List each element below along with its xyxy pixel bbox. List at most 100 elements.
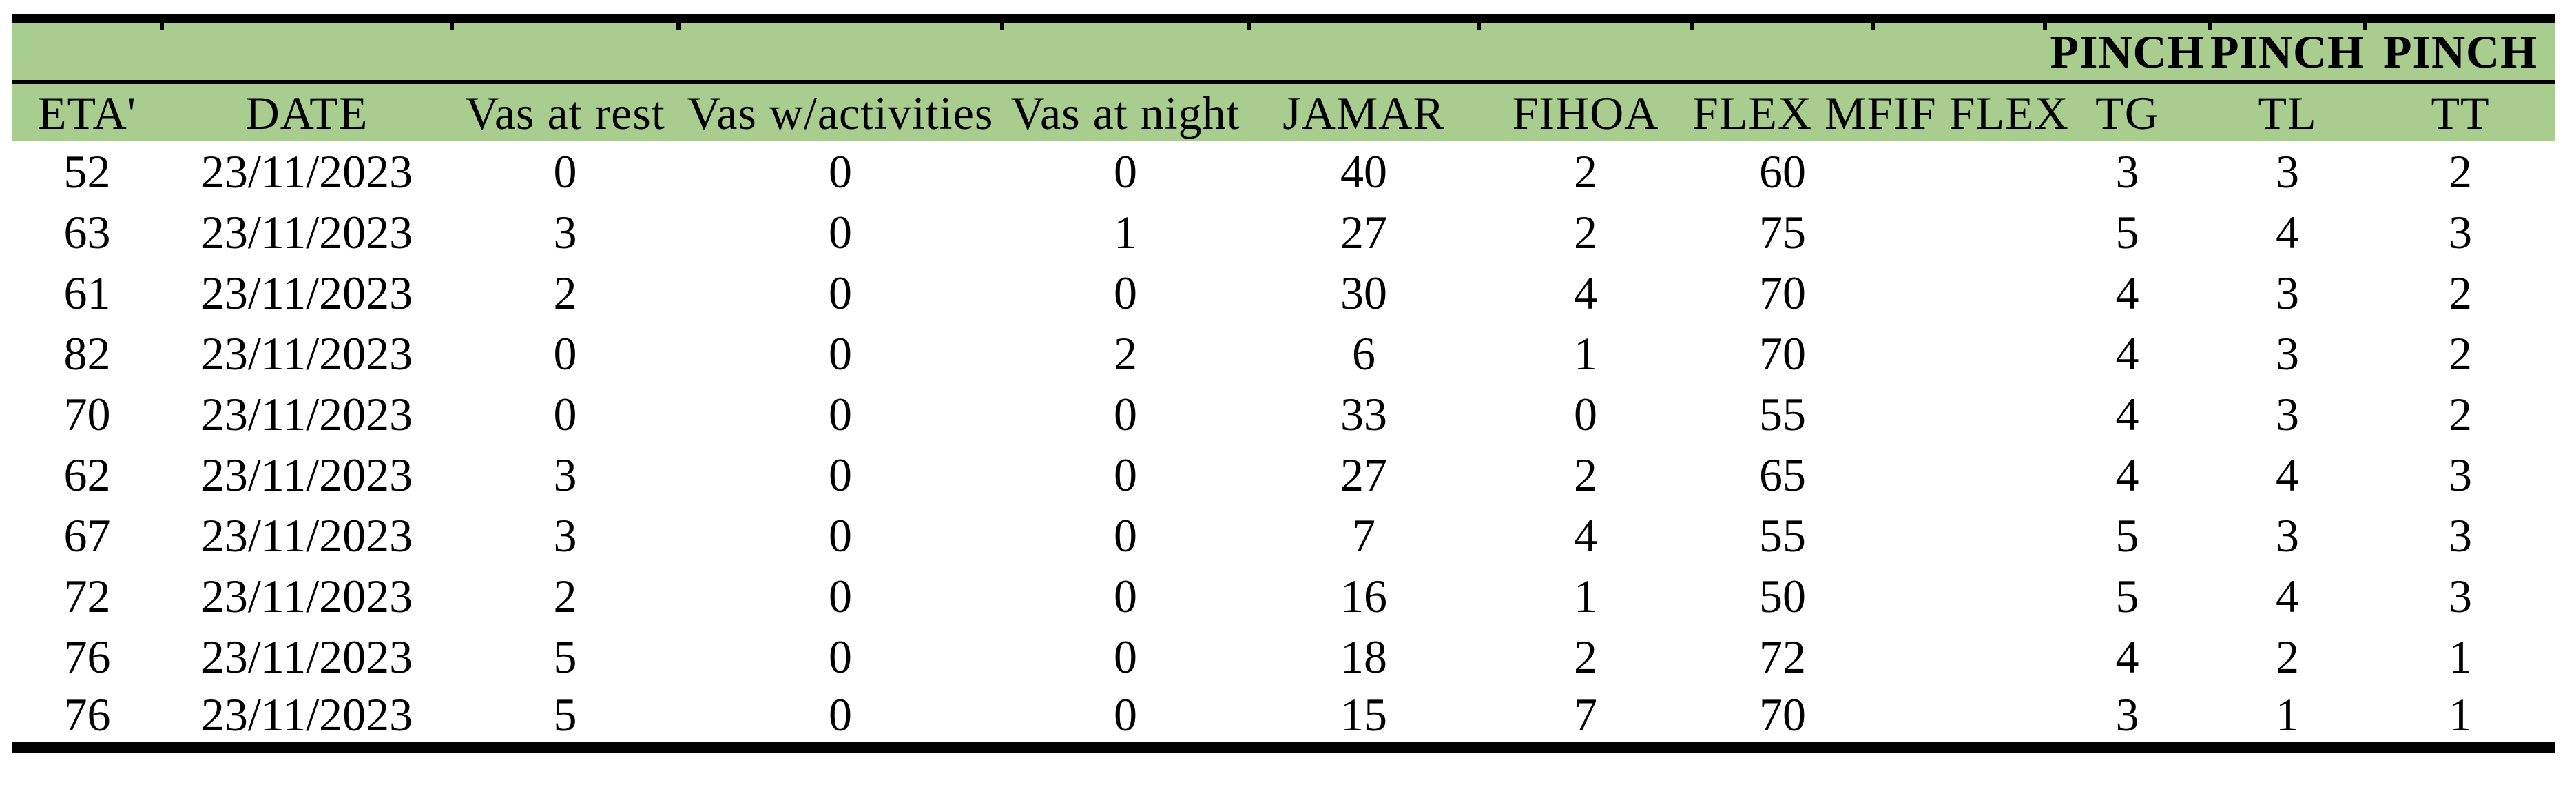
cell-vas_rest: 0 [553, 145, 577, 198]
column-header-vas_night: Vas at night [1010, 86, 1240, 139]
cell-vas_night: 0 [1114, 267, 1137, 319]
cell-vas_rest: 0 [553, 388, 577, 440]
column-boundary-tick [1477, 23, 1481, 30]
cell-flex-filler [1873, 687, 2045, 748]
table-row: 76 23/11/2023 5 0 0 15 7 70 3 1 1 [12, 687, 2555, 748]
table-row: 67 23/11/2023 3 0 0 7 4 55 5 3 3 [12, 505, 2555, 566]
cell-vas_night: 0 [1114, 570, 1137, 622]
column-header-vas_rest: Vas at rest [465, 86, 665, 139]
cell-flex-filler [1873, 626, 2045, 687]
cell-date: 23/11/2023 [200, 509, 413, 562]
cell-vas_night: 0 [1114, 688, 1137, 741]
cell-vas_night: 0 [1114, 449, 1137, 501]
cell-tg: 5 [2115, 570, 2139, 622]
cell-fihoa: 2 [1574, 631, 1597, 683]
table-row: 63 23/11/2023 3 0 1 27 2 75 5 4 3 [12, 202, 2555, 263]
table-row: 72 23/11/2023 2 0 0 16 1 50 5 4 3 [12, 566, 2555, 626]
cell-jamar: 27 [1340, 449, 1387, 501]
cell-vas_rest: 2 [553, 267, 577, 319]
cell-fihoa: 2 [1574, 145, 1597, 198]
column-boundary-tick [1690, 23, 1694, 30]
cell-eta: 76 [63, 688, 111, 741]
cell-vas_act: 0 [829, 206, 852, 258]
cell-tl: 3 [2276, 267, 2299, 319]
cell-tg: 5 [2115, 206, 2139, 258]
pinch-group-label-0: PINCH [2045, 19, 2210, 84]
cell-flex-filler [1873, 263, 2045, 323]
column-boundary-tick [160, 23, 164, 30]
cell-vas_rest: 5 [553, 688, 577, 741]
cell-tg: 4 [2115, 631, 2139, 683]
cell-flex: 55 [1759, 388, 1806, 440]
column-header-tt: TT [2431, 86, 2490, 139]
cell-vas_act: 0 [829, 388, 852, 440]
cell-jamar: 16 [1340, 570, 1387, 622]
cell-flex-filler [1873, 444, 2045, 505]
clinical-results-table: PINCH PINCH PINCH ETA' DATE Vas at rest Vas w… [12, 14, 2555, 753]
cell-flex: 70 [1759, 688, 1806, 741]
cell-tg: 4 [2115, 327, 2139, 380]
column-header-jamar: JAMAR [1282, 86, 1445, 139]
column-header-flex: FLEX MFIF FLEX [1692, 86, 2069, 139]
cell-vas_night: 1 [1114, 206, 1137, 258]
cell-vas_act: 0 [829, 145, 852, 198]
cell-vas_act: 0 [829, 267, 852, 319]
cell-fihoa: 4 [1574, 509, 1597, 562]
cell-tl: 4 [2276, 206, 2299, 258]
column-boundary-tick [2363, 23, 2367, 30]
cell-flex-filler [1873, 505, 2045, 566]
cell-date: 23/11/2023 [200, 388, 413, 440]
column-header-tg: TG [2095, 86, 2159, 139]
column-header-date: DATE [245, 86, 368, 139]
cell-date: 23/11/2023 [200, 631, 413, 683]
cell-fihoa: 0 [1574, 388, 1597, 440]
column-boundary-tick [450, 23, 454, 30]
cell-date: 23/11/2023 [200, 570, 413, 622]
column-header-row: ETA' DATE Vas at rest Vas w/activities Vas a… [12, 82, 2555, 141]
cell-jamar: 40 [1340, 145, 1387, 198]
cell-vas_night: 0 [1114, 509, 1137, 562]
column-header-tl: TL [2258, 86, 2317, 139]
cell-flex-filler [1873, 384, 2045, 444]
cell-tl: 3 [2276, 327, 2299, 380]
cell-flex-filler [1873, 566, 2045, 626]
cell-flex-filler [1873, 323, 2045, 384]
cell-jamar: 7 [1352, 509, 1375, 562]
cell-jamar: 18 [1340, 631, 1387, 683]
cell-fihoa: 2 [1574, 449, 1597, 501]
cell-vas_night: 0 [1114, 145, 1137, 198]
cell-tt: 2 [2449, 145, 2472, 198]
cell-jamar: 15 [1340, 688, 1387, 741]
cell-flex: 55 [1759, 509, 1806, 562]
cell-vas_act: 0 [829, 631, 852, 683]
column-boundary-tick [676, 23, 681, 30]
cell-flex: 72 [1759, 631, 1806, 683]
cell-fihoa: 1 [1574, 327, 1597, 380]
cell-flex: 70 [1759, 327, 1806, 380]
cell-tt: 3 [2449, 570, 2472, 622]
cell-vas_act: 0 [829, 449, 852, 501]
cell-vas_night: 0 [1114, 631, 1137, 683]
cell-vas_night: 0 [1114, 388, 1137, 440]
table-row: 52 23/11/2023 0 0 0 40 2 60 3 3 2 [12, 141, 2555, 202]
cell-vas_rest: 2 [553, 570, 577, 622]
cell-tg: 3 [2115, 145, 2139, 198]
cell-flex-filler [1873, 141, 2045, 202]
cell-tg: 4 [2115, 388, 2139, 440]
cell-vas_act: 0 [829, 327, 852, 380]
cell-flex: 60 [1759, 145, 1806, 198]
cell-flex: 70 [1759, 267, 1806, 319]
column-boundary-tick [1871, 23, 1875, 30]
cell-date: 23/11/2023 [200, 449, 413, 501]
cell-vas_rest: 0 [553, 327, 577, 380]
column-boundary-tick [1247, 23, 1251, 30]
cell-date: 23/11/2023 [200, 327, 413, 380]
column-boundary-tick [2043, 23, 2047, 30]
cell-tl: 1 [2276, 688, 2299, 741]
cell-fihoa: 7 [1574, 688, 1597, 741]
cell-eta: 62 [63, 449, 111, 501]
cell-flex: 75 [1759, 206, 1806, 258]
cell-vas_act: 0 [829, 570, 852, 622]
cell-flex: 50 [1759, 570, 1806, 622]
cell-tt: 1 [2449, 631, 2472, 683]
